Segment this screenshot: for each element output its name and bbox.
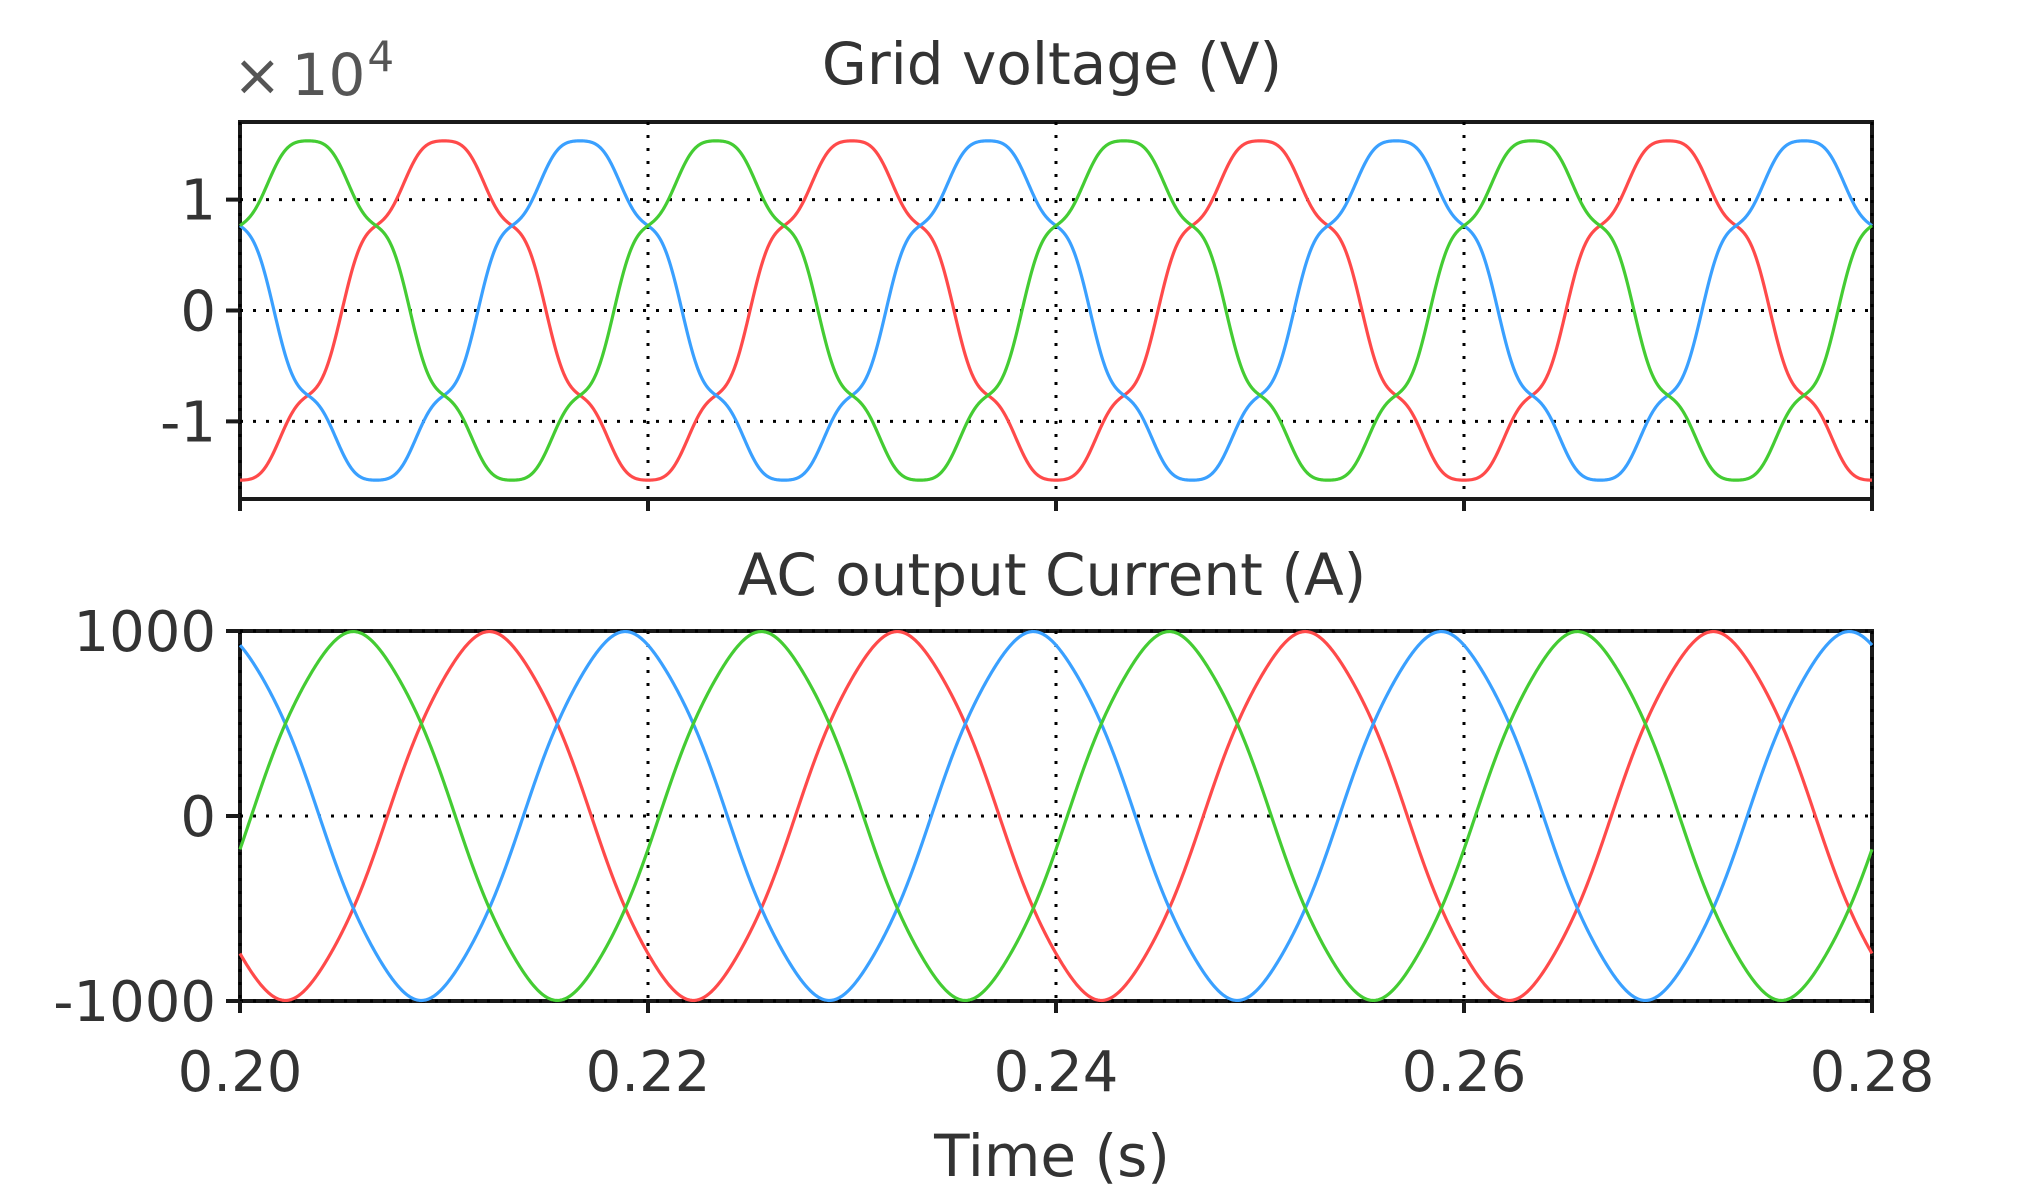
y-tick-label: -1000 xyxy=(53,970,216,1035)
y-tick-label: 0 xyxy=(180,785,216,850)
x-tick-label: 0.24 xyxy=(994,1040,1119,1105)
x-tick-label: 0.28 xyxy=(1810,1040,1935,1105)
y-tick-label: 1000 xyxy=(73,600,216,665)
voltage-panel: Grid voltage (V) × 104 10-1 xyxy=(160,30,1874,511)
axis-exponent-prefix: × xyxy=(233,41,282,109)
x-axis-label: Time (s) xyxy=(933,1122,1170,1190)
series-line-2 xyxy=(239,139,1873,482)
x-tick-label: 0.26 xyxy=(1402,1040,1527,1105)
current-chart-title: AC output Current (A) xyxy=(738,541,1367,609)
x-tick-label: 0.22 xyxy=(586,1040,711,1105)
series-line-2 xyxy=(238,629,1874,1003)
y-tick-label: -1 xyxy=(160,390,216,455)
series-line-0 xyxy=(239,139,1873,482)
series-line-0 xyxy=(238,629,1874,1003)
series-line-1 xyxy=(238,629,1874,1003)
axis-exponent: × 104 xyxy=(233,32,394,109)
y-tick-label: 1 xyxy=(180,169,216,234)
axis-exponent-base: 10 xyxy=(292,41,366,109)
voltage-plot-frame xyxy=(238,120,1874,501)
series-line-1 xyxy=(239,139,1873,482)
axis-exponent-power: 4 xyxy=(367,32,394,81)
voltage-chart-title: Grid voltage (V) xyxy=(822,30,1282,98)
y-tick-label: 0 xyxy=(180,280,216,345)
x-tick-label: 0.20 xyxy=(178,1040,303,1105)
current-panel: AC output Current (A) Time (s) 1000 0 -100… xyxy=(53,541,1934,1190)
